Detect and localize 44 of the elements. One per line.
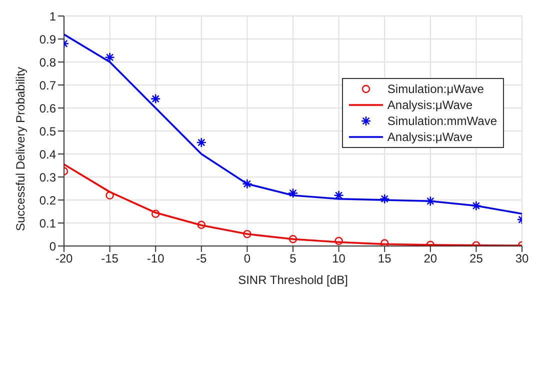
legend-label: Analysis:μWave (387, 129, 473, 145)
x-tick-label: 25 (470, 252, 484, 266)
point (471, 200, 482, 211)
point (106, 191, 114, 200)
point (197, 220, 206, 229)
y-tick-label: 0.5 (39, 124, 56, 138)
x-tick-label: 30 (515, 252, 529, 266)
x-tick-label: -15 (101, 252, 119, 266)
point (104, 52, 115, 63)
y-tick-label: 0.7 (39, 78, 56, 92)
x-axis-title: SINR Threshold [dB] (238, 273, 348, 287)
y-tick-label: 0 (49, 239, 56, 254)
point (380, 239, 389, 246)
point (242, 178, 252, 190)
x-tick-label: 5 (290, 252, 297, 266)
x-tick-label: 20 (424, 252, 438, 266)
point (152, 210, 160, 218)
x-tick-label: 10 (332, 252, 346, 266)
y-tick-label: 0.1 (39, 216, 56, 230)
x-tick-label: -20 (55, 252, 73, 266)
point (379, 194, 390, 204)
legend-label: Simulation:mmWave (387, 113, 497, 129)
y-tick-label: 0.2 (39, 193, 56, 208)
y-tick-label: 0.8 (39, 55, 56, 70)
legend-label: Simulation:μWave (387, 81, 484, 97)
x-tick-label: 0 (244, 252, 251, 266)
point (150, 94, 161, 104)
point (243, 230, 252, 238)
point (425, 196, 436, 206)
point (334, 190, 344, 201)
legend-label: Analysis:μWave (387, 97, 473, 113)
y-tick-label: 1 (49, 9, 56, 24)
point (334, 236, 343, 246)
point (288, 188, 298, 198)
x-tick-label: 15 (378, 252, 392, 266)
y-axis-title: Successful Delivery Probability (13, 66, 28, 231)
y-tick-label: 0.3 (39, 170, 56, 184)
x-tick-label: -5 (196, 252, 208, 266)
y-tick-label: 0.4 (39, 147, 56, 162)
point (288, 235, 298, 244)
x-tick-label: -10 (146, 252, 165, 266)
y-tick-label: 0.9 (39, 32, 56, 46)
y-tick-label: 0.6 (39, 101, 56, 116)
point (196, 137, 207, 148)
